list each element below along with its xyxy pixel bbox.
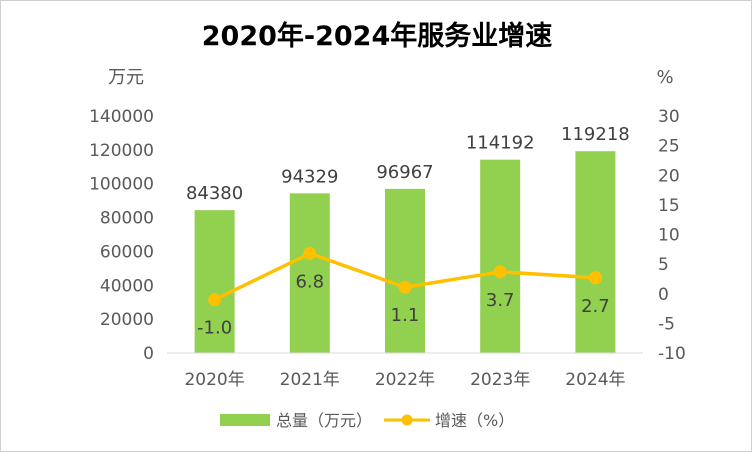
legend-line-marker <box>401 414 413 426</box>
x-tick-label: 2021年 <box>280 370 340 390</box>
legend: 总量（万元） 增速（%） <box>220 411 514 430</box>
x-tick-label: 2024年 <box>565 370 625 390</box>
line-label-4: 2.7 <box>581 296 610 317</box>
line-point-0 <box>208 293 222 307</box>
bar-1 <box>289 193 330 353</box>
right-tick-label: 15 <box>658 196 680 216</box>
left-axis-unit: 万元 <box>108 67 144 88</box>
left-tick-label: 100000 <box>89 175 154 195</box>
right-axis-ticks: -10 -5 0 5 10 15 20 25 30 <box>658 107 686 364</box>
right-tick-label: 5 <box>658 255 669 275</box>
bar-label-0: 84380 <box>186 183 243 204</box>
left-tick-label: 60000 <box>100 242 154 262</box>
line-point-4 <box>588 271 602 285</box>
line-point-1 <box>303 246 317 260</box>
bar-label-4: 119218 <box>561 124 630 145</box>
right-tick-label: 0 <box>658 285 669 305</box>
line-label-1: 6.8 <box>295 271 324 292</box>
right-tick-label: 10 <box>658 226 680 246</box>
legend-bar-label: 总量（万元） <box>276 411 372 430</box>
line-label-0: -1.0 <box>197 318 232 339</box>
left-axis-ticks: 0 20000 40000 60000 80000 100000 120000 140000 <box>89 107 154 364</box>
bar-label-2: 96967 <box>376 162 433 183</box>
bar-data-labels: 84380 94329 96967 114192 119218 <box>186 124 630 204</box>
bar-2 <box>385 188 425 353</box>
bar-label-1: 94329 <box>281 166 338 187</box>
left-tick-label: 80000 <box>100 209 154 229</box>
line-point-3 <box>493 265 507 279</box>
line-data-labels: -1.0 6.8 1.1 3.7 2.7 <box>197 271 610 338</box>
x-tick-label: 2020年 <box>184 370 244 390</box>
x-tick-label: 2022年 <box>375 370 435 390</box>
right-tick-label: -5 <box>658 314 675 334</box>
bar-0 <box>194 210 235 353</box>
left-tick-label: 0 <box>143 344 154 364</box>
bar-label-3: 114192 <box>466 133 535 154</box>
left-tick-label: 20000 <box>100 310 154 330</box>
x-tick-label: 2023年 <box>470 370 530 390</box>
right-tick-label: 25 <box>658 137 680 157</box>
line-series <box>208 246 602 307</box>
left-tick-label: 120000 <box>89 141 154 161</box>
right-axis-unit: % <box>656 67 673 88</box>
x-axis-ticks: 2020年 2021年 2022年 2023年 2024年 <box>184 370 625 390</box>
bar-3 <box>480 159 521 353</box>
bar-4 <box>575 151 616 353</box>
legend-line-label: 增速（%） <box>435 411 514 430</box>
line-label-2: 1.1 <box>391 305 420 326</box>
chart-title: 2020年-2024年服务业增速 <box>202 20 553 52</box>
right-tick-label: 20 <box>658 166 680 186</box>
line-point-2 <box>398 280 412 294</box>
right-tick-label: -10 <box>658 344 686 364</box>
left-tick-label: 140000 <box>89 107 154 127</box>
right-tick-label: 30 <box>658 107 680 127</box>
bar-series <box>194 151 616 353</box>
line-label-3: 3.7 <box>486 290 515 311</box>
left-tick-label: 40000 <box>100 276 154 296</box>
legend-bar-swatch <box>220 414 270 426</box>
